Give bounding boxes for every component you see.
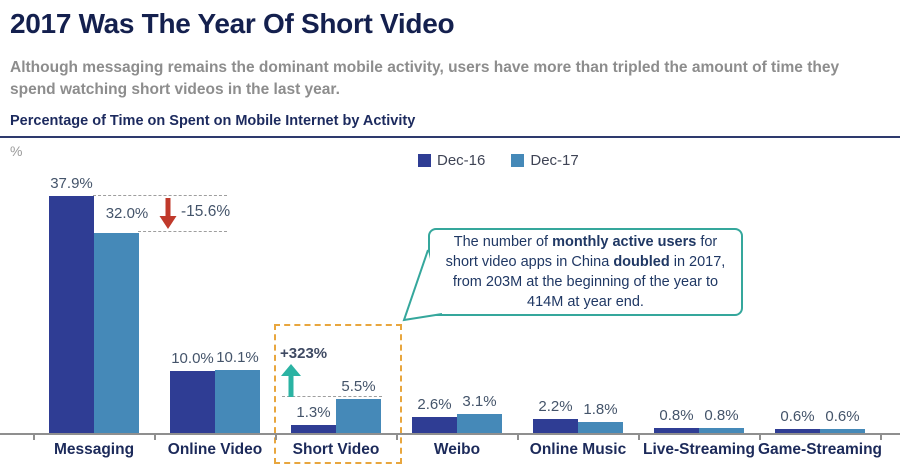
value-label-online-music-dec-17: 1.8% bbox=[583, 400, 618, 418]
category-label-game-streaming: Game-Streaming bbox=[757, 441, 883, 458]
axis-tick bbox=[33, 433, 35, 440]
value-label-short-video-dec-17: 5.5% bbox=[341, 377, 376, 395]
value-label-online-video-dec-17: 10.1% bbox=[216, 348, 259, 366]
axis-tick bbox=[759, 433, 761, 440]
messaging-change-label: -15.6% bbox=[181, 203, 231, 220]
bar-online-music-dec-16 bbox=[533, 419, 578, 433]
axis-tick bbox=[396, 433, 398, 440]
legend-item-dec-16: Dec-16 bbox=[418, 152, 485, 169]
axis-tick bbox=[638, 433, 640, 440]
heading-divider bbox=[0, 136, 900, 138]
value-label-live-streaming-dec-17: 0.8% bbox=[704, 407, 739, 424]
axis-tick bbox=[517, 433, 519, 440]
category-label-messaging: Messaging bbox=[53, 441, 135, 458]
legend: Dec-16 Dec-17 bbox=[418, 152, 579, 169]
x-axis-line bbox=[0, 433, 900, 435]
bar-online-video-dec-17 bbox=[215, 369, 260, 433]
bar-online-music-dec-17 bbox=[578, 421, 623, 433]
bar-game-streaming-dec-16 bbox=[775, 429, 820, 433]
callout-text: The number of monthly active users for s… bbox=[440, 232, 731, 312]
category-label-online-video: Online Video bbox=[167, 441, 263, 458]
short-video-dashline bbox=[282, 396, 382, 397]
category-label-weibo: Weibo bbox=[433, 441, 481, 458]
callout-text-seg3: for short video apps in China bbox=[445, 234, 718, 270]
growth-arrow-icon bbox=[281, 364, 301, 397]
value-label-game-streaming-dec-16: 0.6% bbox=[780, 408, 815, 426]
decline-arrow-icon bbox=[159, 198, 177, 229]
bar-live-streaming-dec-17 bbox=[699, 428, 744, 433]
value-label-weibo-dec-16: 2.6% bbox=[417, 395, 452, 413]
callout-text-seg2: monthly active users bbox=[552, 234, 697, 250]
messaging-dashline-bottom bbox=[138, 231, 227, 232]
short-video-change-label: +323% bbox=[280, 345, 328, 362]
callout-text-seg4: doubled bbox=[613, 254, 670, 270]
y-axis-unit-label: % bbox=[10, 143, 23, 159]
value-label-short-video-dec-16: 1.3% bbox=[296, 403, 331, 421]
callout-text-seg5: in 2017, from 203M at the beginning of t… bbox=[452, 254, 726, 310]
axis-tick bbox=[275, 433, 277, 440]
short-video-highlight-box bbox=[274, 324, 402, 464]
chart-heading: Percentage of Time on Spent on Mobile In… bbox=[10, 113, 416, 129]
legend-swatch-dec-16 bbox=[418, 154, 431, 167]
bar-online-video-dec-16 bbox=[170, 370, 215, 433]
page-title: 2017 Was The Year Of Short Video bbox=[10, 8, 455, 39]
page-subtitle: Although messaging remains the dominant … bbox=[10, 59, 840, 99]
messaging-dashline-top bbox=[93, 195, 227, 196]
value-label-online-music-dec-16: 2.2% bbox=[538, 398, 573, 416]
bar-messaging-dec-16 bbox=[49, 196, 94, 433]
legend-item-dec-17: Dec-17 bbox=[511, 152, 579, 169]
category-label-live-streaming: Live-Streaming bbox=[643, 441, 755, 458]
legend-swatch-dec-17 bbox=[511, 154, 525, 167]
axis-tick bbox=[880, 433, 882, 440]
legend-label-dec-17: Dec-17 bbox=[530, 152, 579, 169]
bar-short-video-dec-17 bbox=[336, 398, 381, 433]
bar-weibo-dec-16 bbox=[412, 416, 457, 433]
bar-game-streaming-dec-17 bbox=[820, 429, 865, 433]
value-label-live-streaming-dec-16: 0.8% bbox=[659, 407, 694, 424]
value-label-messaging-dec-17: 32.0% bbox=[105, 205, 149, 222]
category-label-short-video: Short Video bbox=[292, 441, 380, 458]
legend-label-dec-16: Dec-16 bbox=[437, 152, 486, 169]
category-label-online-music: Online Music bbox=[529, 441, 627, 458]
bar-messaging-dec-17 bbox=[94, 233, 139, 433]
bar-live-streaming-dec-16 bbox=[654, 428, 699, 433]
axis-tick bbox=[154, 433, 156, 440]
value-label-weibo-dec-17: 3.1% bbox=[462, 392, 497, 410]
callout-box: The number of monthly active users for s… bbox=[428, 228, 743, 316]
value-label-online-video-dec-16: 10.0% bbox=[171, 349, 214, 367]
value-label-messaging-dec-16: 37.9% bbox=[50, 175, 93, 193]
callout-tail bbox=[402, 249, 443, 322]
callout-text-seg1: The number of bbox=[453, 234, 553, 250]
bar-short-video-dec-16 bbox=[291, 424, 336, 433]
bar-weibo-dec-17 bbox=[457, 413, 502, 433]
value-label-game-streaming-dec-17: 0.6% bbox=[825, 408, 860, 426]
